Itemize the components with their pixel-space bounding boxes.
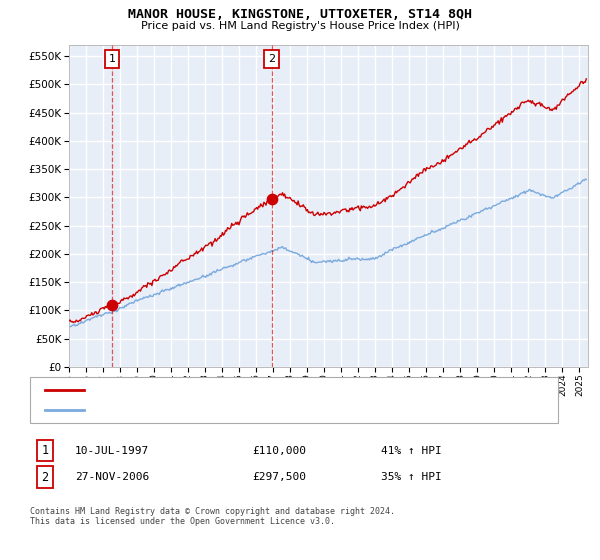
Text: 10-JUL-1997: 10-JUL-1997	[75, 446, 149, 456]
Text: 27-NOV-2006: 27-NOV-2006	[75, 472, 149, 482]
Text: HPI: Average price, detached house, East Staffordshire: HPI: Average price, detached house, East…	[91, 405, 415, 415]
Text: 1: 1	[41, 444, 49, 458]
Text: 35% ↑ HPI: 35% ↑ HPI	[381, 472, 442, 482]
Text: 1: 1	[109, 54, 116, 64]
Text: MANOR HOUSE, KINGSTONE, UTTOXETER, ST14 8QH: MANOR HOUSE, KINGSTONE, UTTOXETER, ST14 …	[128, 8, 472, 21]
Point	[107, 300, 117, 309]
Text: Contains HM Land Registry data © Crown copyright and database right 2024.
This d: Contains HM Land Registry data © Crown c…	[30, 507, 395, 526]
Text: Price paid vs. HM Land Registry's House Price Index (HPI): Price paid vs. HM Land Registry's House …	[140, 21, 460, 31]
Text: £297,500: £297,500	[252, 472, 306, 482]
Text: 41% ↑ HPI: 41% ↑ HPI	[381, 446, 442, 456]
Text: 2: 2	[41, 470, 49, 484]
Text: 2: 2	[268, 54, 275, 64]
Text: MANOR HOUSE, KINGSTONE, UTTOXETER, ST14 8QH (detached house): MANOR HOUSE, KINGSTONE, UTTOXETER, ST14 …	[91, 385, 451, 395]
Text: £110,000: £110,000	[252, 446, 306, 456]
Point	[267, 194, 277, 203]
